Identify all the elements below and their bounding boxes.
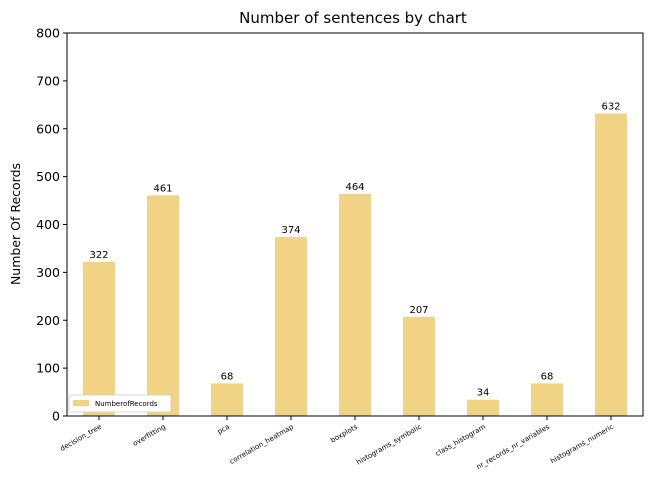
x-ticks-group: decision_tree overfitting pcacorrelation_h… [59,416,615,471]
bar-pca [211,383,243,416]
data-label-decision_tree: 322 [89,250,108,261]
chart-title: Number of sentences by chart [239,9,467,27]
legend-label: NumberofRecords [95,400,158,408]
bar-histograms_symbolic [403,316,435,416]
data-label-overfitting: 461 [153,183,172,194]
y-tick-label-800: 800 [36,26,60,41]
x-tick-label-correlation_heatmap: correlation_heatmap [228,423,295,466]
y-tick-label-400: 400 [36,217,60,232]
y-tick-label-100: 100 [36,361,60,376]
x-tick-label-class_histogram: class_histogram [434,423,487,458]
y-tick-label-0: 0 [52,409,60,424]
plot-frame [66,32,644,417]
legend-box [68,394,172,413]
y-tick-label-500: 500 [36,169,60,184]
y-tick-label-700: 700 [36,73,60,88]
x-tick-label-overfitting: overfitting [132,423,167,448]
bar-class_histogram [467,399,499,416]
y-tick-label-600: 600 [36,121,60,136]
data-label-correlation_heatmap: 374 [281,225,300,236]
bar-overfitting [147,195,179,416]
bar-nr_records_nr_variables [531,383,563,416]
y-axis-label: Number Of Records [8,163,23,285]
data-label-boxplots: 464 [345,182,364,193]
data-label-histograms_numeric: 632 [601,101,620,112]
bar-boxplots [339,193,371,416]
data-label-class_histogram: 34 [477,388,490,399]
data-label-histograms_symbolic: 207 [409,305,428,316]
bar-decision_tree [83,261,115,416]
bar-histograms_numeric [595,113,627,417]
x-tick-label-boxplots: boxplots [329,423,359,445]
data-labels-group: 322 461 68 374 464 207 34 68 632 [89,101,620,398]
bars-group [83,113,627,417]
x-tick-label-pca: pca [216,423,231,436]
legend-swatch [73,400,89,406]
x-tick-label-histograms_numeric: histograms_numeric [549,423,615,466]
data-label-pca: 68 [221,371,234,382]
bar-correlation_heatmap [275,236,307,416]
legend: NumberofRecords [68,394,172,413]
x-tick-label-decision_tree: decision_tree [59,423,103,453]
y-tick-label-300: 300 [36,265,60,280]
data-label-nr_records_nr_variables: 68 [541,371,554,382]
y-tick-label-200: 200 [36,313,60,328]
y-ticks-group: 0 100 200 300 400 500 600 700 800 [36,26,67,424]
x-tick-label-histograms_symbolic: histograms_symbolic [355,423,423,467]
